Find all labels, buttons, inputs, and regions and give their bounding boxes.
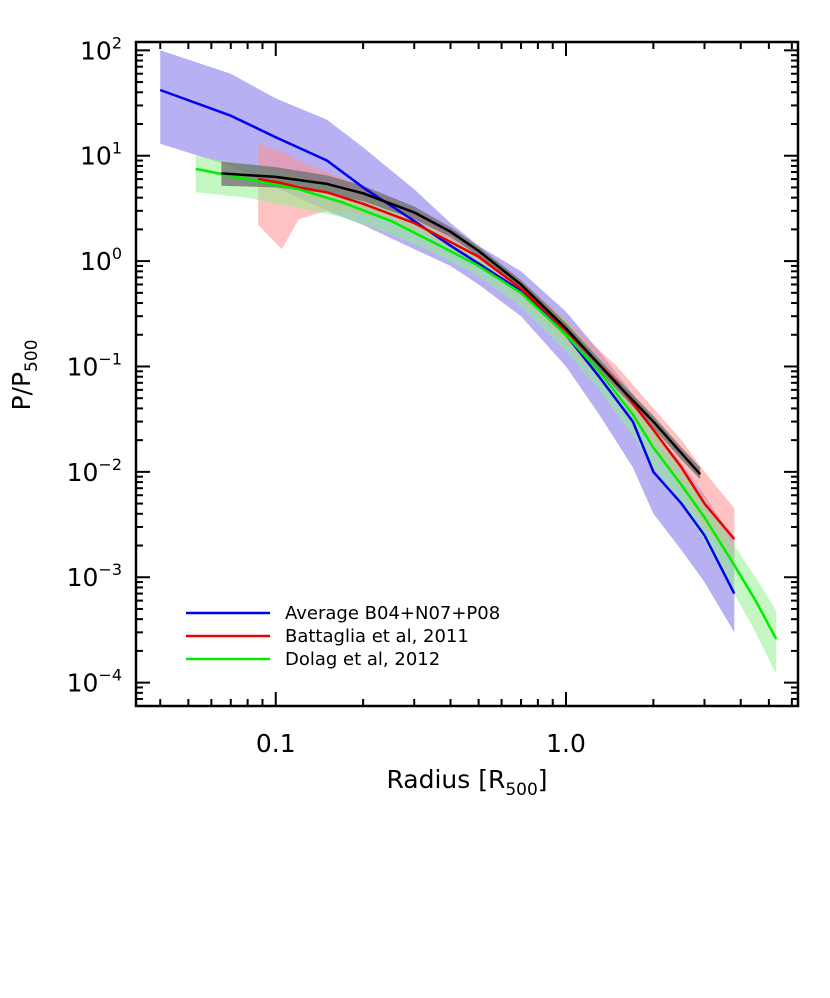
y-tick-label: 10−2 (67, 455, 122, 487)
legend-label: Average B04+N07+P08 (285, 603, 500, 624)
y-tick-label: 10−1 (67, 349, 122, 381)
x-axis-title-subscript: 500 (505, 780, 537, 800)
battaglia-et-al-2011-line (257, 177, 736, 540)
tick-labels: 0.1 1.0 102 101 100 10−1 10−2 10−3 10−4 (67, 33, 586, 758)
y-tick-label: 102 (80, 33, 122, 65)
plot-frame (134, 40, 800, 708)
y-tick-label: 10−3 (67, 560, 122, 592)
x-axis-title: Radius [R500] (386, 765, 547, 800)
y-axis-title-subscript: 500 (22, 339, 42, 371)
series-4-line (221, 172, 702, 476)
legend-label: Battaglia et al, 2011 (285, 626, 469, 647)
x-axis-title-end: ] (538, 765, 548, 794)
x-tick-label: 1.0 (546, 729, 586, 758)
y-tick-label: 101 (80, 139, 122, 171)
average-b04-n07-p08-line (159, 88, 736, 595)
dolag-et-al-2012-line (195, 167, 778, 640)
y-tick-label: 10−4 (67, 666, 122, 698)
y-tick-label: 100 (80, 244, 122, 276)
legend-label: Dolag et al, 2012 (285, 649, 440, 670)
y-axis-title: P/P500 (7, 339, 42, 410)
x-tick-label: 0.1 (256, 729, 296, 758)
uncertainty-bands (160, 50, 777, 675)
axis-ticks (136, 42, 798, 707)
series-lines (159, 88, 778, 640)
